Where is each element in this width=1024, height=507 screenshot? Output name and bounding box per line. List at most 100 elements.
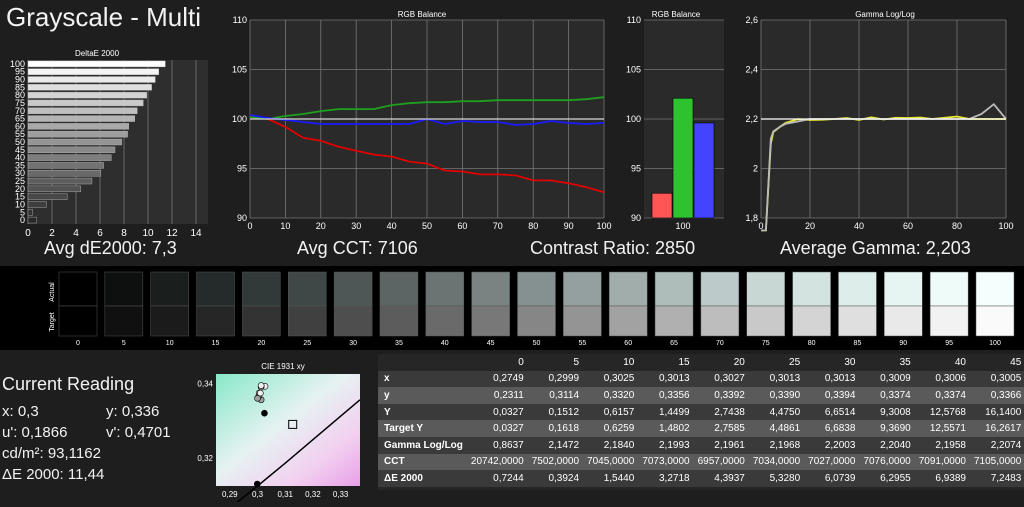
table-cell: 0,3320 (583, 387, 639, 404)
rgb-y-tick: 90 (237, 213, 247, 223)
delta-e-bar (27, 146, 116, 153)
rgb-x-tick: 30 (351, 221, 361, 231)
delta-e-y-tick: 30 (15, 168, 25, 178)
tile-label: 25 (303, 340, 311, 347)
rgb-bar-title: RGB Balance (652, 10, 701, 19)
delta-e-bar (27, 170, 102, 177)
delta-e-y-tick: 5 (20, 207, 25, 217)
rgb-bar-x-tick: 100 (675, 221, 690, 231)
delta-e-y-tick: 60 (15, 121, 25, 131)
tile-label: 95 (945, 340, 953, 347)
table-row-header: CCT (378, 453, 467, 471)
delta-e-y-tick: 45 (15, 145, 25, 155)
table-cell: 0,3390 (748, 387, 805, 404)
delta-e-y-tick: 10 (15, 199, 25, 209)
delta-e-bar (27, 123, 130, 130)
table-cell: 12,5768 (914, 403, 970, 421)
delta-e-y-tick: 0 (20, 215, 25, 225)
gamma-chart-title: Gamma Log/Log (855, 10, 915, 19)
table-cell: 2,1968 (748, 436, 805, 454)
avg-de-label: Avg dE2000: 7,3 (44, 238, 177, 258)
table-cell: 0,3013 (638, 370, 694, 388)
table-cell: 0,7244 (466, 470, 528, 487)
table-cell: 0,6157 (583, 403, 639, 421)
cie-chart: CIE 1931 xy 0,32 0,34 0,29 0,3 0,31 0,32 0,33 (197, 362, 361, 502)
table-row: Target Y 0,0327 0,1618 0,6259 1,4802 2,7585 4,… (378, 420, 1024, 437)
average-gamma-label: Average Gamma: 2,203 (780, 238, 971, 258)
tile-target (288, 305, 327, 337)
delta-e-bar (27, 76, 156, 83)
tile-target (425, 305, 465, 337)
tile-label: 15 (212, 340, 220, 347)
reading-v: v': 0,4701 (106, 424, 171, 441)
gamma-chart: Gamma Log/Log 1,8 2 2,2 2,4 2,6 0 20 40 60 80 100 (745, 10, 1014, 232)
tile-actual (288, 271, 327, 307)
table-row: ΔE 2000 0,7244 0,3924 1,5440 3,2718 4,3937 5,3… (378, 470, 1024, 487)
tile-label: 75 (762, 340, 770, 347)
cie-measurement-point (254, 394, 261, 402)
table-cell: 7091,0000 (914, 453, 970, 471)
table-row: x 0,2749 0,2999 0,3025 0,3013 0,3027 0,3013 0,3… (378, 370, 1024, 388)
delta-e-y-tick: 55 (15, 129, 25, 139)
cie-x-tick: 0,31 (277, 490, 293, 499)
table-cell: 2,2040 (859, 436, 915, 454)
table-cell: 0,3374 (914, 387, 970, 404)
tile-label: 5 (122, 340, 126, 347)
tile-actual (884, 271, 923, 307)
tile-label: 85 (854, 340, 862, 347)
tile-label: 65 (670, 340, 678, 347)
delta-e-y-tick: 70 (15, 106, 25, 116)
tile-target (975, 305, 1015, 337)
delta-e-y-tick: 25 (15, 176, 25, 186)
table-row: y 0,2311 0,3114 0,3320 0,3356 0,3392 0,3390 0,3… (378, 387, 1024, 404)
reading-x: x: 0,3 (2, 403, 39, 420)
rgb-x-tick: 100 (596, 221, 611, 231)
table-cell: 0,0327 (466, 420, 528, 437)
tile-label: 80 (808, 340, 816, 347)
tile-actual (838, 271, 877, 307)
tile-actual (975, 271, 1015, 307)
table-column-header: 40 (914, 354, 970, 371)
delta-e-bar (27, 99, 144, 107)
table-row: Gamma Log/Log 0,8637 2,1472 2,1840 2,1993 2,1… (378, 436, 1024, 454)
table-cell: 0,2749 (466, 370, 528, 388)
rgb-bar-y-tick: 110 (627, 15, 641, 25)
gamma-y-tick: 1,8 (745, 213, 758, 223)
tile-actual (517, 271, 556, 307)
rgb-y-tick: 95 (237, 164, 247, 174)
table-cell: 2,1840 (583, 436, 639, 454)
rgb-series-line (249, 96, 605, 120)
delta-e-chart: DeltaE 2000 0510152025303540455055606570… (10, 49, 208, 239)
table-cell: 7027,0000 (804, 453, 860, 471)
rgb-bar-y-tick: 95 (631, 164, 641, 174)
rgb-x-tick: 0 (247, 221, 252, 231)
delta-e-x-tick: 14 (190, 228, 202, 239)
delta-e-y-tick: 35 (15, 160, 25, 170)
cie-y-tick: 0,34 (197, 379, 213, 388)
table-cell: 2,1472 (527, 436, 584, 454)
table-cell: 7105,0000 (970, 453, 1024, 471)
table-row-header: x (378, 370, 467, 388)
tile-actual (333, 271, 373, 307)
rgb-bar-y-tick: 100 (626, 114, 641, 124)
tile-target (333, 305, 373, 337)
table-cell: 7034,0000 (748, 453, 805, 471)
delta-e-bar (27, 68, 160, 75)
tile-actual (746, 271, 785, 307)
cie-blackbody-locus (236, 399, 361, 502)
delta-e-bar (27, 209, 33, 216)
delta-e-bar (27, 216, 37, 224)
delta-e-y-tick: 15 (15, 192, 25, 202)
table-cell: 9,3008 (859, 403, 915, 421)
table-cell: 6,2955 (859, 470, 915, 487)
tile-label: 35 (395, 340, 403, 347)
tile-target (792, 305, 831, 337)
table-row-header: y (378, 387, 467, 404)
table-cell: 0,3006 (914, 370, 970, 388)
table-cell: 0,3374 (859, 387, 915, 404)
tile-target (563, 305, 602, 337)
table-cell: 0,3356 (638, 387, 694, 404)
tile-actual (608, 271, 648, 307)
delta-e-y-tick: 80 (15, 90, 25, 100)
tile-target (700, 305, 740, 337)
